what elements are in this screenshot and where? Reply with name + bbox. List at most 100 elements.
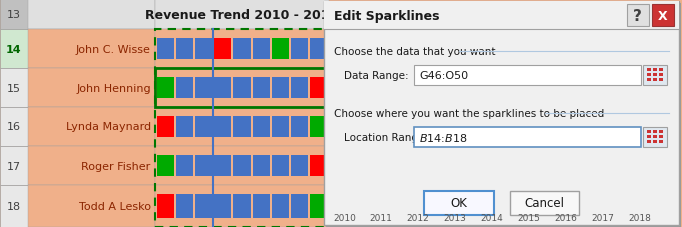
Text: 2010: 2010 <box>333 213 356 222</box>
Bar <box>195 77 212 99</box>
Bar <box>627 5 649 27</box>
Text: John Henning: John Henning <box>76 83 151 93</box>
Bar <box>0 146 28 185</box>
Text: 2018: 2018 <box>628 213 651 222</box>
Bar <box>252 155 270 176</box>
Text: 15: 15 <box>7 83 21 93</box>
Text: Cancel: Cancel <box>524 197 565 210</box>
Bar <box>233 195 250 218</box>
Text: G46:O50: G46:O50 <box>419 71 469 81</box>
Bar <box>157 77 174 99</box>
Bar <box>310 116 327 138</box>
Bar <box>0 185 28 227</box>
Text: 2013: 2013 <box>444 213 466 222</box>
Text: ?: ? <box>634 8 642 23</box>
Bar <box>659 130 663 133</box>
Bar <box>653 78 657 82</box>
Bar <box>252 39 270 60</box>
Bar <box>157 155 174 176</box>
Bar <box>176 77 193 99</box>
Bar <box>642 127 667 147</box>
Bar <box>647 73 651 77</box>
Bar <box>233 39 250 60</box>
Bar <box>659 78 663 82</box>
Text: Todd A Lesko: Todd A Lesko <box>78 201 151 211</box>
Bar <box>155 69 329 108</box>
Bar <box>659 68 663 72</box>
Bar <box>291 39 308 60</box>
Text: OK: OK <box>450 197 467 210</box>
Bar <box>310 39 327 60</box>
Bar <box>252 195 270 218</box>
Bar <box>310 195 327 218</box>
Bar <box>659 135 663 138</box>
Bar <box>176 155 193 176</box>
Bar <box>653 140 657 143</box>
Bar <box>0 30 28 69</box>
Bar <box>272 195 289 218</box>
Bar <box>155 69 329 108</box>
Bar <box>291 77 308 99</box>
Bar <box>0 69 28 108</box>
Text: Location Range:: Location Range: <box>344 132 428 142</box>
Bar <box>28 30 155 69</box>
Text: Choose the data that you want: Choose the data that you want <box>334 47 496 57</box>
Bar <box>272 116 289 138</box>
Bar <box>155 0 329 30</box>
Text: 13: 13 <box>7 10 21 20</box>
Bar <box>214 116 231 138</box>
Bar <box>233 155 250 176</box>
Bar <box>155 30 329 227</box>
Bar <box>327 4 681 227</box>
Bar <box>310 77 327 99</box>
Bar <box>0 108 28 146</box>
Bar <box>647 135 651 138</box>
Bar <box>233 77 250 99</box>
Bar <box>155 108 329 146</box>
Bar <box>176 39 193 60</box>
Bar <box>28 185 155 227</box>
Bar <box>195 155 212 176</box>
Bar <box>325 2 679 30</box>
Text: 2014: 2014 <box>481 213 503 222</box>
Bar <box>157 116 174 138</box>
Bar <box>653 130 657 133</box>
Text: Revenue Trend 2010 - 2018: Revenue Trend 2010 - 2018 <box>145 8 338 21</box>
Bar <box>252 116 270 138</box>
Bar <box>28 69 155 108</box>
Text: John C. Wisse: John C. Wisse <box>76 44 151 54</box>
Bar <box>659 73 663 77</box>
Bar <box>414 66 641 86</box>
Bar <box>325 2 679 225</box>
Bar <box>155 146 329 185</box>
Bar <box>653 68 657 72</box>
Bar <box>310 155 327 176</box>
Bar <box>272 155 289 176</box>
Text: 16: 16 <box>7 122 21 132</box>
Bar <box>272 77 289 99</box>
Text: 17: 17 <box>7 161 21 171</box>
Bar <box>157 39 174 60</box>
Bar <box>509 191 580 215</box>
Text: 2011: 2011 <box>370 213 393 222</box>
Bar <box>214 155 231 176</box>
Text: 2017: 2017 <box>591 213 614 222</box>
Bar <box>214 195 231 218</box>
Bar <box>157 195 174 218</box>
Bar <box>28 108 155 146</box>
Text: $B$14:$B$18: $B$14:$B$18 <box>419 131 468 143</box>
Bar <box>195 116 212 138</box>
Bar <box>424 191 494 215</box>
Bar <box>195 39 212 60</box>
Bar <box>653 73 657 77</box>
Text: 2016: 2016 <box>554 213 578 222</box>
Bar <box>214 77 231 99</box>
Text: Data Range:: Data Range: <box>344 71 409 81</box>
Bar <box>176 195 193 218</box>
Bar <box>291 195 308 218</box>
Bar <box>653 135 657 138</box>
Bar <box>647 68 651 72</box>
Text: 2015: 2015 <box>518 213 540 222</box>
Bar <box>647 78 651 82</box>
Bar <box>195 195 212 218</box>
